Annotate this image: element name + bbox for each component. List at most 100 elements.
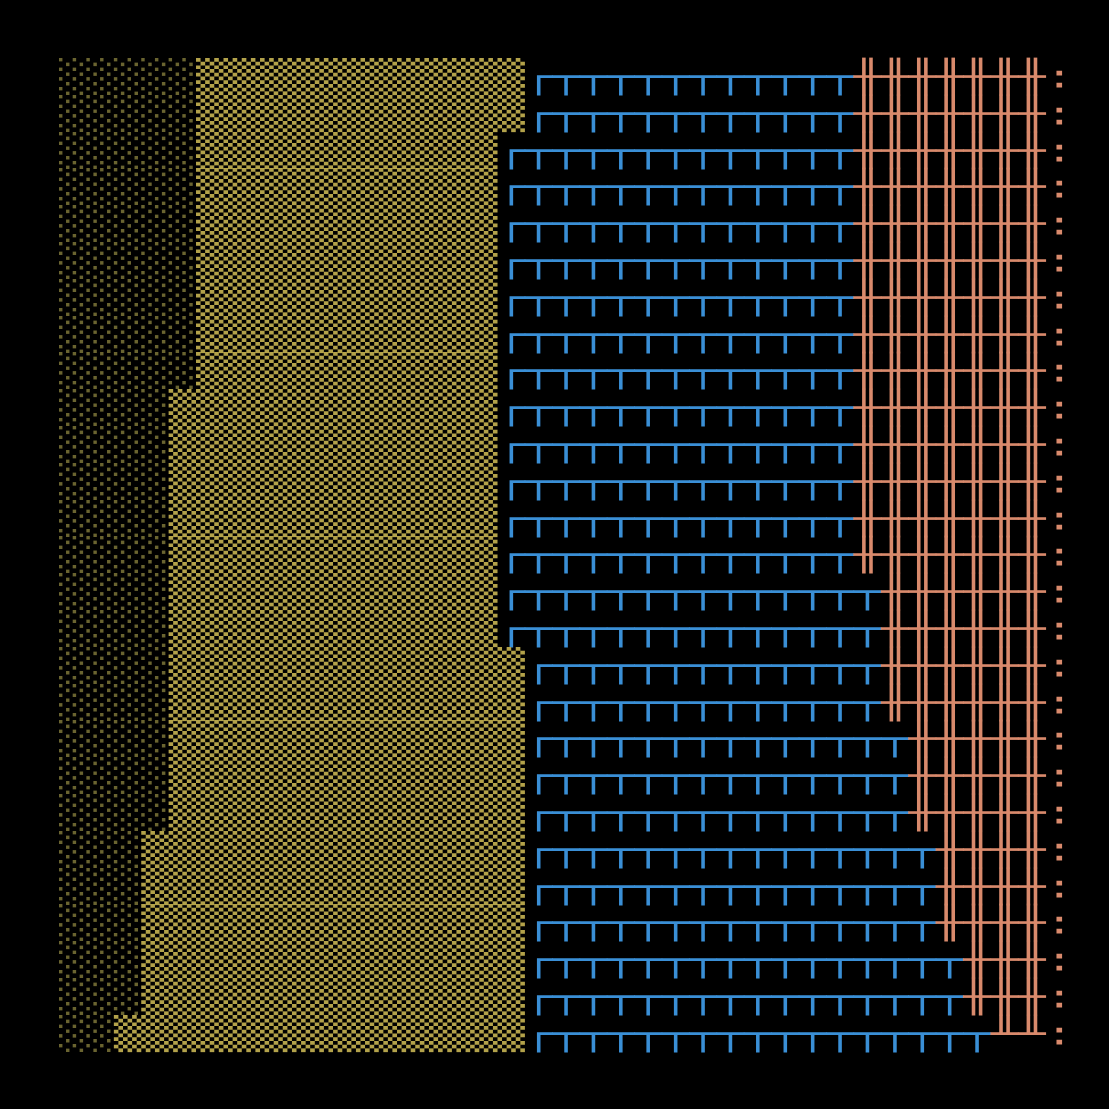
glyph: ┌	[524, 720, 553, 758]
glyph: ┬	[881, 720, 909, 758]
glyph: ┬	[579, 646, 608, 684]
glyph: ┬	[689, 683, 717, 721]
glyph: ▒	[333, 646, 361, 684]
glyph: ░	[113, 867, 142, 905]
glyph: ▒	[305, 389, 334, 427]
glyph: ┬	[826, 168, 854, 206]
glyph: ▒	[278, 352, 306, 390]
glyph: ▒	[415, 904, 443, 942]
glyph: ╫	[936, 720, 964, 758]
glyph: ▒	[196, 58, 224, 96]
glyph: ▒	[470, 904, 498, 942]
glyph: ╫	[881, 131, 909, 169]
glyph: ▒	[250, 610, 279, 648]
glyph: ┬	[689, 830, 717, 868]
glyph: ┬	[716, 278, 745, 316]
glyph: ▒	[196, 904, 224, 942]
glyph: ┌	[524, 646, 553, 684]
glyph: ▒	[168, 536, 197, 574]
glyph: ╫	[963, 58, 991, 96]
glyph: ▒	[223, 757, 251, 795]
glyph: ╫	[990, 573, 1019, 611]
glyph: ▒	[305, 242, 334, 280]
glyph: ┬	[634, 499, 662, 537]
glyph: ┬	[634, 610, 662, 648]
glyph: ╫	[1018, 315, 1046, 353]
glyph: ▒	[223, 352, 251, 390]
glyph: ┬	[579, 389, 608, 427]
glyph: ▒	[415, 315, 443, 353]
glyph: ▒	[305, 573, 334, 611]
glyph: ╫	[936, 462, 964, 500]
glyph: ╫	[908, 131, 936, 169]
glyph: ┌	[497, 168, 525, 206]
glyph: ┬	[607, 978, 635, 1016]
glyph: ▒	[415, 58, 443, 96]
glyph: ▒	[250, 683, 279, 721]
glyph: ▒	[305, 94, 334, 132]
glyph: ┬	[579, 610, 608, 648]
glyph: ▒	[360, 683, 388, 721]
glyph: ▒	[168, 941, 197, 979]
glyph: ▒	[250, 941, 279, 979]
glyph: ┬	[771, 58, 799, 96]
glyph: ┬	[826, 499, 854, 537]
glyph: ▒	[415, 242, 443, 280]
glyph: ┬	[689, 462, 717, 500]
glyph: ░	[113, 499, 142, 537]
glyph: ▒	[196, 131, 224, 169]
glyph: ┬	[661, 278, 690, 316]
glyph: ▒	[497, 94, 525, 132]
glyph: ┬	[524, 205, 553, 243]
glyph: ░	[86, 315, 114, 353]
glyph: ░	[141, 131, 169, 169]
glyph: ░	[86, 573, 114, 611]
glyph: ░	[59, 499, 87, 537]
glyph: ┬	[607, 242, 635, 280]
glyph: ┬	[661, 683, 690, 721]
glyph: ┬	[826, 646, 854, 684]
glyph: ▒	[305, 131, 334, 169]
glyph: ┬	[689, 352, 717, 390]
glyph: ▒	[415, 389, 443, 427]
glyph: ┬	[552, 830, 580, 868]
glyph: ░	[141, 757, 169, 795]
glyph: ▒	[442, 94, 471, 132]
glyph: ┬	[607, 499, 635, 537]
glyph: ▒	[360, 499, 388, 537]
glyph: ▒	[196, 794, 224, 832]
glyph: ▒	[305, 352, 334, 390]
glyph: ▒	[360, 278, 388, 316]
glyph: ░	[86, 58, 114, 96]
glyph: ░	[59, 573, 87, 611]
glyph: ▒	[168, 867, 197, 905]
glyph: ▒	[415, 610, 443, 648]
glyph: ┌	[497, 462, 525, 500]
glyph: ┬	[771, 1014, 799, 1052]
glyph: ┬	[634, 904, 662, 942]
glyph: ┌	[497, 315, 525, 353]
glyph: ╫	[908, 205, 936, 243]
glyph: ┬	[798, 58, 827, 96]
glyph: ┬	[771, 278, 799, 316]
glyph: ▒	[223, 794, 251, 832]
glyph: ▒	[141, 941, 169, 979]
glyph: ┬	[826, 720, 854, 758]
glyph: ▒	[333, 426, 361, 464]
glyph: ┬	[634, 168, 662, 206]
glyph: ┬	[908, 830, 936, 868]
glyph: ┬	[771, 610, 799, 648]
glyph: ┬	[771, 352, 799, 390]
glyph: ┬	[771, 573, 799, 611]
glyph: ▒	[442, 242, 471, 280]
glyph: ┬	[689, 904, 717, 942]
glyph: ┬	[853, 646, 882, 684]
glyph: ▒	[360, 573, 388, 611]
glyph: ▒	[360, 462, 388, 500]
glyph: ░	[86, 1014, 114, 1052]
glyph: ┬	[771, 867, 799, 905]
glyph: ┬	[689, 794, 717, 832]
text-row: ░░░░░▒▒▒▒▒▒▒▒▒▒▒┌┬┬┬┬┬┬┬┬┬┬┬┬╫╫╫╫╫╫╫:	[59, 279, 1073, 316]
glyph: ╫	[936, 205, 964, 243]
glyph: ┬	[744, 536, 772, 574]
